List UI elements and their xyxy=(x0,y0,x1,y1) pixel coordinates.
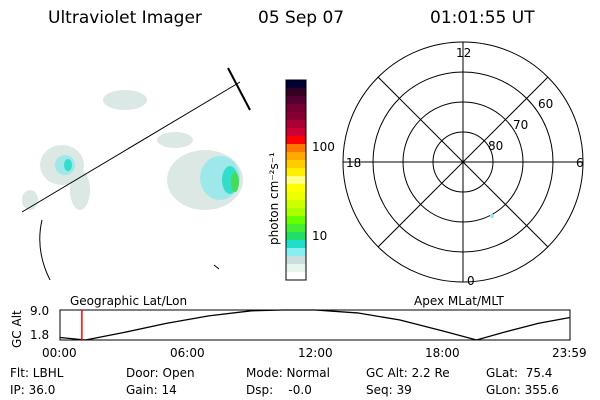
seq-status: Seq: 39 xyxy=(366,383,412,397)
colorbar-band xyxy=(286,192,306,201)
ip-status: IP: 36.0 xyxy=(10,383,56,397)
colorbar-band xyxy=(286,176,306,185)
door-status: Door: Open xyxy=(126,366,195,380)
colorbar-band xyxy=(286,272,306,281)
x-tick: 06:00 xyxy=(170,346,205,360)
mlt-label-0: 0 xyxy=(467,274,475,288)
gain-status: Gain: 14 xyxy=(126,383,177,397)
colorbar-band xyxy=(286,112,306,121)
colorbar-band xyxy=(286,264,306,273)
geographic-image xyxy=(21,67,251,281)
colorbar-band xyxy=(286,152,306,161)
colorbar-band xyxy=(286,160,306,169)
colorbar-band xyxy=(286,80,306,89)
colorbar-band xyxy=(286,104,306,113)
x-tick: 00:00 xyxy=(42,346,77,360)
colorbar-band xyxy=(286,256,306,265)
y-tick-1.8: 1.8 xyxy=(30,328,50,342)
colorbar-band xyxy=(286,248,306,257)
altitude-plot xyxy=(59,309,571,341)
x-tick: 12:00 xyxy=(298,346,333,360)
mode-status: Mode: Normal xyxy=(246,366,330,380)
colorbar-band xyxy=(286,136,306,145)
colorbar-band xyxy=(286,224,306,233)
mlt-label-12: 12 xyxy=(456,46,472,60)
x-tick: 18:00 xyxy=(425,346,460,360)
right-panel-label: Apex MLat/MLT xyxy=(414,294,504,308)
polar-emission-spot xyxy=(490,214,494,218)
mlat-label-60: 60 xyxy=(538,97,554,111)
colorbar-tick-100: 100 xyxy=(312,140,335,154)
mlat-label-80: 80 xyxy=(488,139,504,153)
colorbar-label: photon cm⁻²s⁻¹ xyxy=(267,152,281,245)
colorbar xyxy=(285,79,307,281)
left-panel-label: Geographic Lat/Lon xyxy=(70,294,188,308)
mlt-label-18: 18 xyxy=(346,156,362,170)
colorbar-band xyxy=(286,96,306,105)
colorbar-band xyxy=(286,208,306,217)
time-label: 01:01:55 UT xyxy=(430,8,535,28)
glon-status: GLon: 355.6 xyxy=(486,383,559,397)
colorbar-tick-10: 10 xyxy=(312,229,328,243)
mlt-label-6: 6 xyxy=(576,156,584,170)
y-tick-9: 9.0 xyxy=(30,304,50,318)
filter-status: Flt: LBHL xyxy=(10,366,64,380)
colorbar-band xyxy=(286,200,306,209)
glat-status: GLat: 75.4 xyxy=(486,366,553,380)
date-label: 05 Sep 07 xyxy=(258,8,345,28)
colorbar-band xyxy=(286,120,306,129)
colorbar-band xyxy=(286,240,306,249)
colorbar-frame xyxy=(285,79,307,281)
mlat-label-70: 70 xyxy=(513,118,529,132)
colorbar-band xyxy=(286,184,306,193)
dsp-status: Dsp: -0.0 xyxy=(246,383,312,397)
colorbar-band xyxy=(286,144,306,153)
colorbar-band xyxy=(286,168,306,177)
gc-alt-status: GC Alt: 2.2 Re xyxy=(366,366,450,380)
polar-grid xyxy=(342,41,584,283)
colorbar-band xyxy=(286,232,306,241)
y-axis-label: GC Alt xyxy=(10,310,24,348)
instrument-title: Ultraviolet Imager xyxy=(48,8,202,28)
colorbar-band xyxy=(286,128,306,137)
altitude-line xyxy=(59,309,571,341)
colorbar-band xyxy=(286,88,306,97)
colorbar-band xyxy=(286,216,306,225)
x-tick: 23:59 xyxy=(552,346,587,360)
